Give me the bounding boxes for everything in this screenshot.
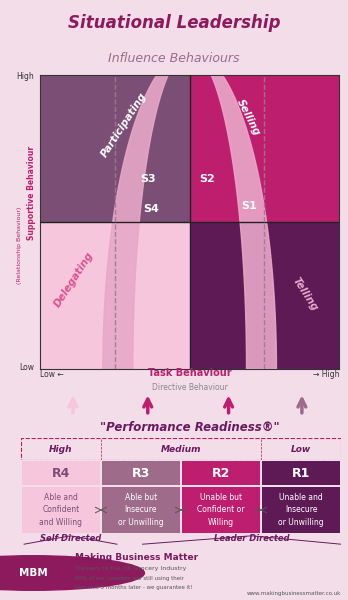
Bar xyxy=(262,487,340,533)
Text: "Performance Readiness®": "Performance Readiness®" xyxy=(100,421,279,434)
Text: R1: R1 xyxy=(292,467,310,479)
Text: Able and
Confident
and Willing: Able and Confident and Willing xyxy=(39,493,82,527)
Text: Low: Low xyxy=(291,445,311,454)
Text: Leader Directed: Leader Directed xyxy=(214,534,289,544)
Text: Low: Low xyxy=(19,363,34,372)
Text: Able but
Insecure
or Unwilling: Able but Insecure or Unwilling xyxy=(118,493,164,527)
Text: R2: R2 xyxy=(212,467,230,479)
Bar xyxy=(102,461,180,485)
Bar xyxy=(40,222,190,369)
Text: → High: → High xyxy=(313,370,339,379)
Text: (Relationship Behaviour): (Relationship Behaviour) xyxy=(17,207,22,284)
Text: S3: S3 xyxy=(140,175,156,184)
Bar xyxy=(182,461,260,485)
Bar xyxy=(262,461,340,485)
Text: Low ←: Low ← xyxy=(40,370,64,379)
Text: 80% of our Learners are still using their: 80% of our Learners are still using thei… xyxy=(75,576,184,581)
Bar xyxy=(102,487,180,533)
Text: Situational Leadership: Situational Leadership xyxy=(68,13,280,31)
Text: Self Directed: Self Directed xyxy=(40,534,101,544)
Text: Delegating: Delegating xyxy=(53,250,96,309)
Circle shape xyxy=(0,556,144,590)
Text: new skill 5 months later - we guarantee it!: new skill 5 months later - we guarantee … xyxy=(75,584,192,590)
Text: Directive Behaviour: Directive Behaviour xyxy=(152,383,228,392)
Text: www.makingbusinessmatter.co.uk: www.makingbusinessmatter.co.uk xyxy=(247,591,341,596)
Bar xyxy=(40,75,190,222)
Text: Supportive Behaviour: Supportive Behaviour xyxy=(27,146,36,239)
Text: Medium: Medium xyxy=(161,445,201,454)
Bar xyxy=(22,461,100,485)
Bar xyxy=(22,487,100,533)
Text: Selling: Selling xyxy=(235,98,261,137)
Text: Unable but
Confident or
Willing: Unable but Confident or Willing xyxy=(197,493,245,527)
Text: R3: R3 xyxy=(132,467,150,479)
Bar xyxy=(182,487,260,533)
Text: High: High xyxy=(49,445,73,454)
Text: High: High xyxy=(16,72,34,81)
Text: S1: S1 xyxy=(242,201,258,211)
Text: Making Business Matter: Making Business Matter xyxy=(75,553,198,562)
Text: R4: R4 xyxy=(52,467,70,479)
Text: Participating: Participating xyxy=(99,91,148,159)
Bar xyxy=(190,222,339,369)
Text: MBM: MBM xyxy=(19,568,47,578)
Text: Trainers to the UK Grocery Industry: Trainers to the UK Grocery Industry xyxy=(75,566,186,571)
Text: Unable and
Insecure
or Unwilling: Unable and Insecure or Unwilling xyxy=(278,493,324,527)
Text: Telling: Telling xyxy=(290,275,319,313)
Text: Influence Behaviours: Influence Behaviours xyxy=(108,52,240,65)
Polygon shape xyxy=(103,75,276,369)
Text: S2: S2 xyxy=(200,175,215,184)
Bar xyxy=(190,75,339,222)
Text: Task Behaviour: Task Behaviour xyxy=(148,368,231,379)
Text: S4: S4 xyxy=(143,204,159,214)
